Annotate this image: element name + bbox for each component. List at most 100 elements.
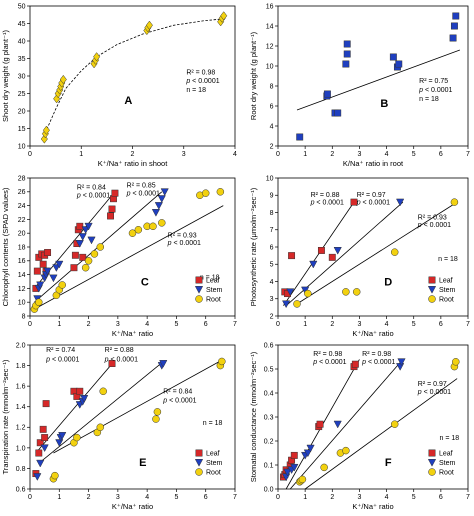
data-point-series <box>220 11 228 21</box>
data-point-stem <box>309 260 318 269</box>
data-point-root <box>158 219 166 227</box>
panel-letter: A <box>124 95 132 107</box>
stat-annotation: p < 0.0001 <box>45 356 79 363</box>
y-tick-label: 1.0 <box>16 445 26 452</box>
y-tick-label: 1.4 <box>16 404 26 411</box>
x-tick-label: 6 <box>439 321 443 328</box>
stat-annotation: R² = 0.97 <box>418 381 447 388</box>
y-axis-label: Shoot dry weight (g plant⁻¹) <box>1 30 10 122</box>
stat-annotation: n = 18 <box>440 435 460 442</box>
data-point-stem <box>151 209 161 217</box>
x-tick-label: 2 <box>87 321 91 328</box>
legend-label-stem: Stem <box>206 287 223 294</box>
y-axis-label: Root dry weight (g plant⁻¹) <box>249 31 258 120</box>
data-point-leaf <box>111 189 119 197</box>
y-tick-label: 1.6 <box>16 384 26 391</box>
fit-line-stem <box>289 359 404 490</box>
legend-label-leaf: Leaf <box>206 451 220 458</box>
data-point-leaf <box>39 425 47 433</box>
data-point-stem <box>40 444 49 453</box>
y-tick-label: 10 <box>18 143 26 150</box>
stat-annotation: n = 18 <box>200 274 220 281</box>
stat-annotation: R² = 0.88 <box>105 347 134 354</box>
panel-letter: C <box>141 277 149 289</box>
y-tick-label: 20 <box>18 108 26 115</box>
y-tick-label: 3 <box>270 296 274 303</box>
legend-label-stem: Stem <box>206 460 223 467</box>
data-point-series <box>42 125 50 135</box>
data-point-stem <box>157 195 166 203</box>
x-tick-label: 7 <box>466 494 470 501</box>
legend-label-leaf: Leaf <box>206 278 220 285</box>
y-tick-label: 2 <box>270 143 274 150</box>
data-point-stem <box>55 260 64 269</box>
y-tick-label: 9 <box>270 193 274 200</box>
data-point-root <box>35 298 43 306</box>
data-point-root <box>298 475 307 484</box>
y-axis-label: Transpiration rate (mmolm⁻²sec⁻¹) <box>1 359 10 474</box>
y-tick-label: 0.8 <box>16 466 26 473</box>
y-tick-label: 8 <box>270 210 274 217</box>
data-point-root <box>149 222 157 231</box>
stat-annotation: p < 0.0001 <box>167 240 201 247</box>
data-point-root <box>352 288 361 296</box>
data-point-leaf <box>41 434 49 442</box>
y-tick-label: 8 <box>270 83 274 90</box>
y-tick-label: 12 <box>266 43 274 50</box>
data-point-root <box>153 408 162 416</box>
y-tick-label: 0.4 <box>264 390 274 397</box>
legend-marker-root <box>428 468 436 476</box>
stat-annotation: p < 0.0001 <box>417 222 451 229</box>
data-point-stem <box>283 468 292 477</box>
stat-annotation: p < 0.0001 <box>310 200 344 207</box>
plot-frame <box>277 344 469 490</box>
x-tick-label: 1 <box>303 151 307 158</box>
x-tick-label: 6 <box>204 321 208 328</box>
legend: Leaf Stem Root <box>427 276 456 304</box>
panel-letter: E <box>139 457 146 469</box>
stat-annotation: n = 18 <box>419 96 439 103</box>
data-point-root <box>216 188 225 196</box>
data-point-root <box>90 250 99 258</box>
data-point-leaf <box>35 449 43 457</box>
y-tick-label: 45 <box>18 21 26 28</box>
x-tick-label: 7 <box>466 151 470 158</box>
y-tick-label: 15 <box>18 126 26 133</box>
data-point-stem <box>80 395 89 403</box>
stat-annotation: R² = 0.93 <box>168 232 197 239</box>
x-tick-label: 7 <box>233 494 237 501</box>
data-point-series <box>343 50 351 58</box>
data-point-leaf <box>108 360 116 367</box>
data-point-series <box>145 20 153 30</box>
data-point-series <box>389 53 397 61</box>
data-point-stem <box>55 439 64 447</box>
data-point-series <box>323 90 331 98</box>
legend-label-root: Root <box>439 297 454 304</box>
x-tick-label: 2 <box>330 494 334 501</box>
stat-annotation: p < 0.0001 <box>185 78 219 85</box>
data-point-leaf <box>317 247 325 254</box>
x-tick-label: 6 <box>204 494 208 501</box>
data-point-root <box>201 189 210 197</box>
y-axis-label: Stomatal conductance (mmolm⁻²sec⁻¹) <box>249 351 258 482</box>
y-tick-label: 4 <box>270 279 274 286</box>
y-tick-label: 5 <box>270 262 274 269</box>
data-point-root <box>342 288 350 296</box>
data-point-root <box>58 281 66 289</box>
data-point-series <box>450 22 458 30</box>
data-point-leaf <box>288 252 296 260</box>
data-point-root <box>390 420 399 428</box>
data-point-stem <box>36 281 45 290</box>
data-point-stem <box>78 233 87 241</box>
y-tick-label: 0.5 <box>264 366 274 373</box>
data-point-stem <box>286 288 295 297</box>
x-tick-label: 0 <box>28 321 32 328</box>
x-tick-label: 3 <box>182 151 186 158</box>
data-point-stem <box>159 360 168 368</box>
y-tick-label: 10 <box>266 63 274 70</box>
stat-annotation: R² = 0.84 <box>77 185 106 192</box>
y-tick-label: 0.6 <box>264 342 274 349</box>
stat-annotation: p < 0.0001 <box>126 190 160 197</box>
x-tick-label: 5 <box>412 494 416 501</box>
y-tick-label: 20 <box>18 231 26 238</box>
